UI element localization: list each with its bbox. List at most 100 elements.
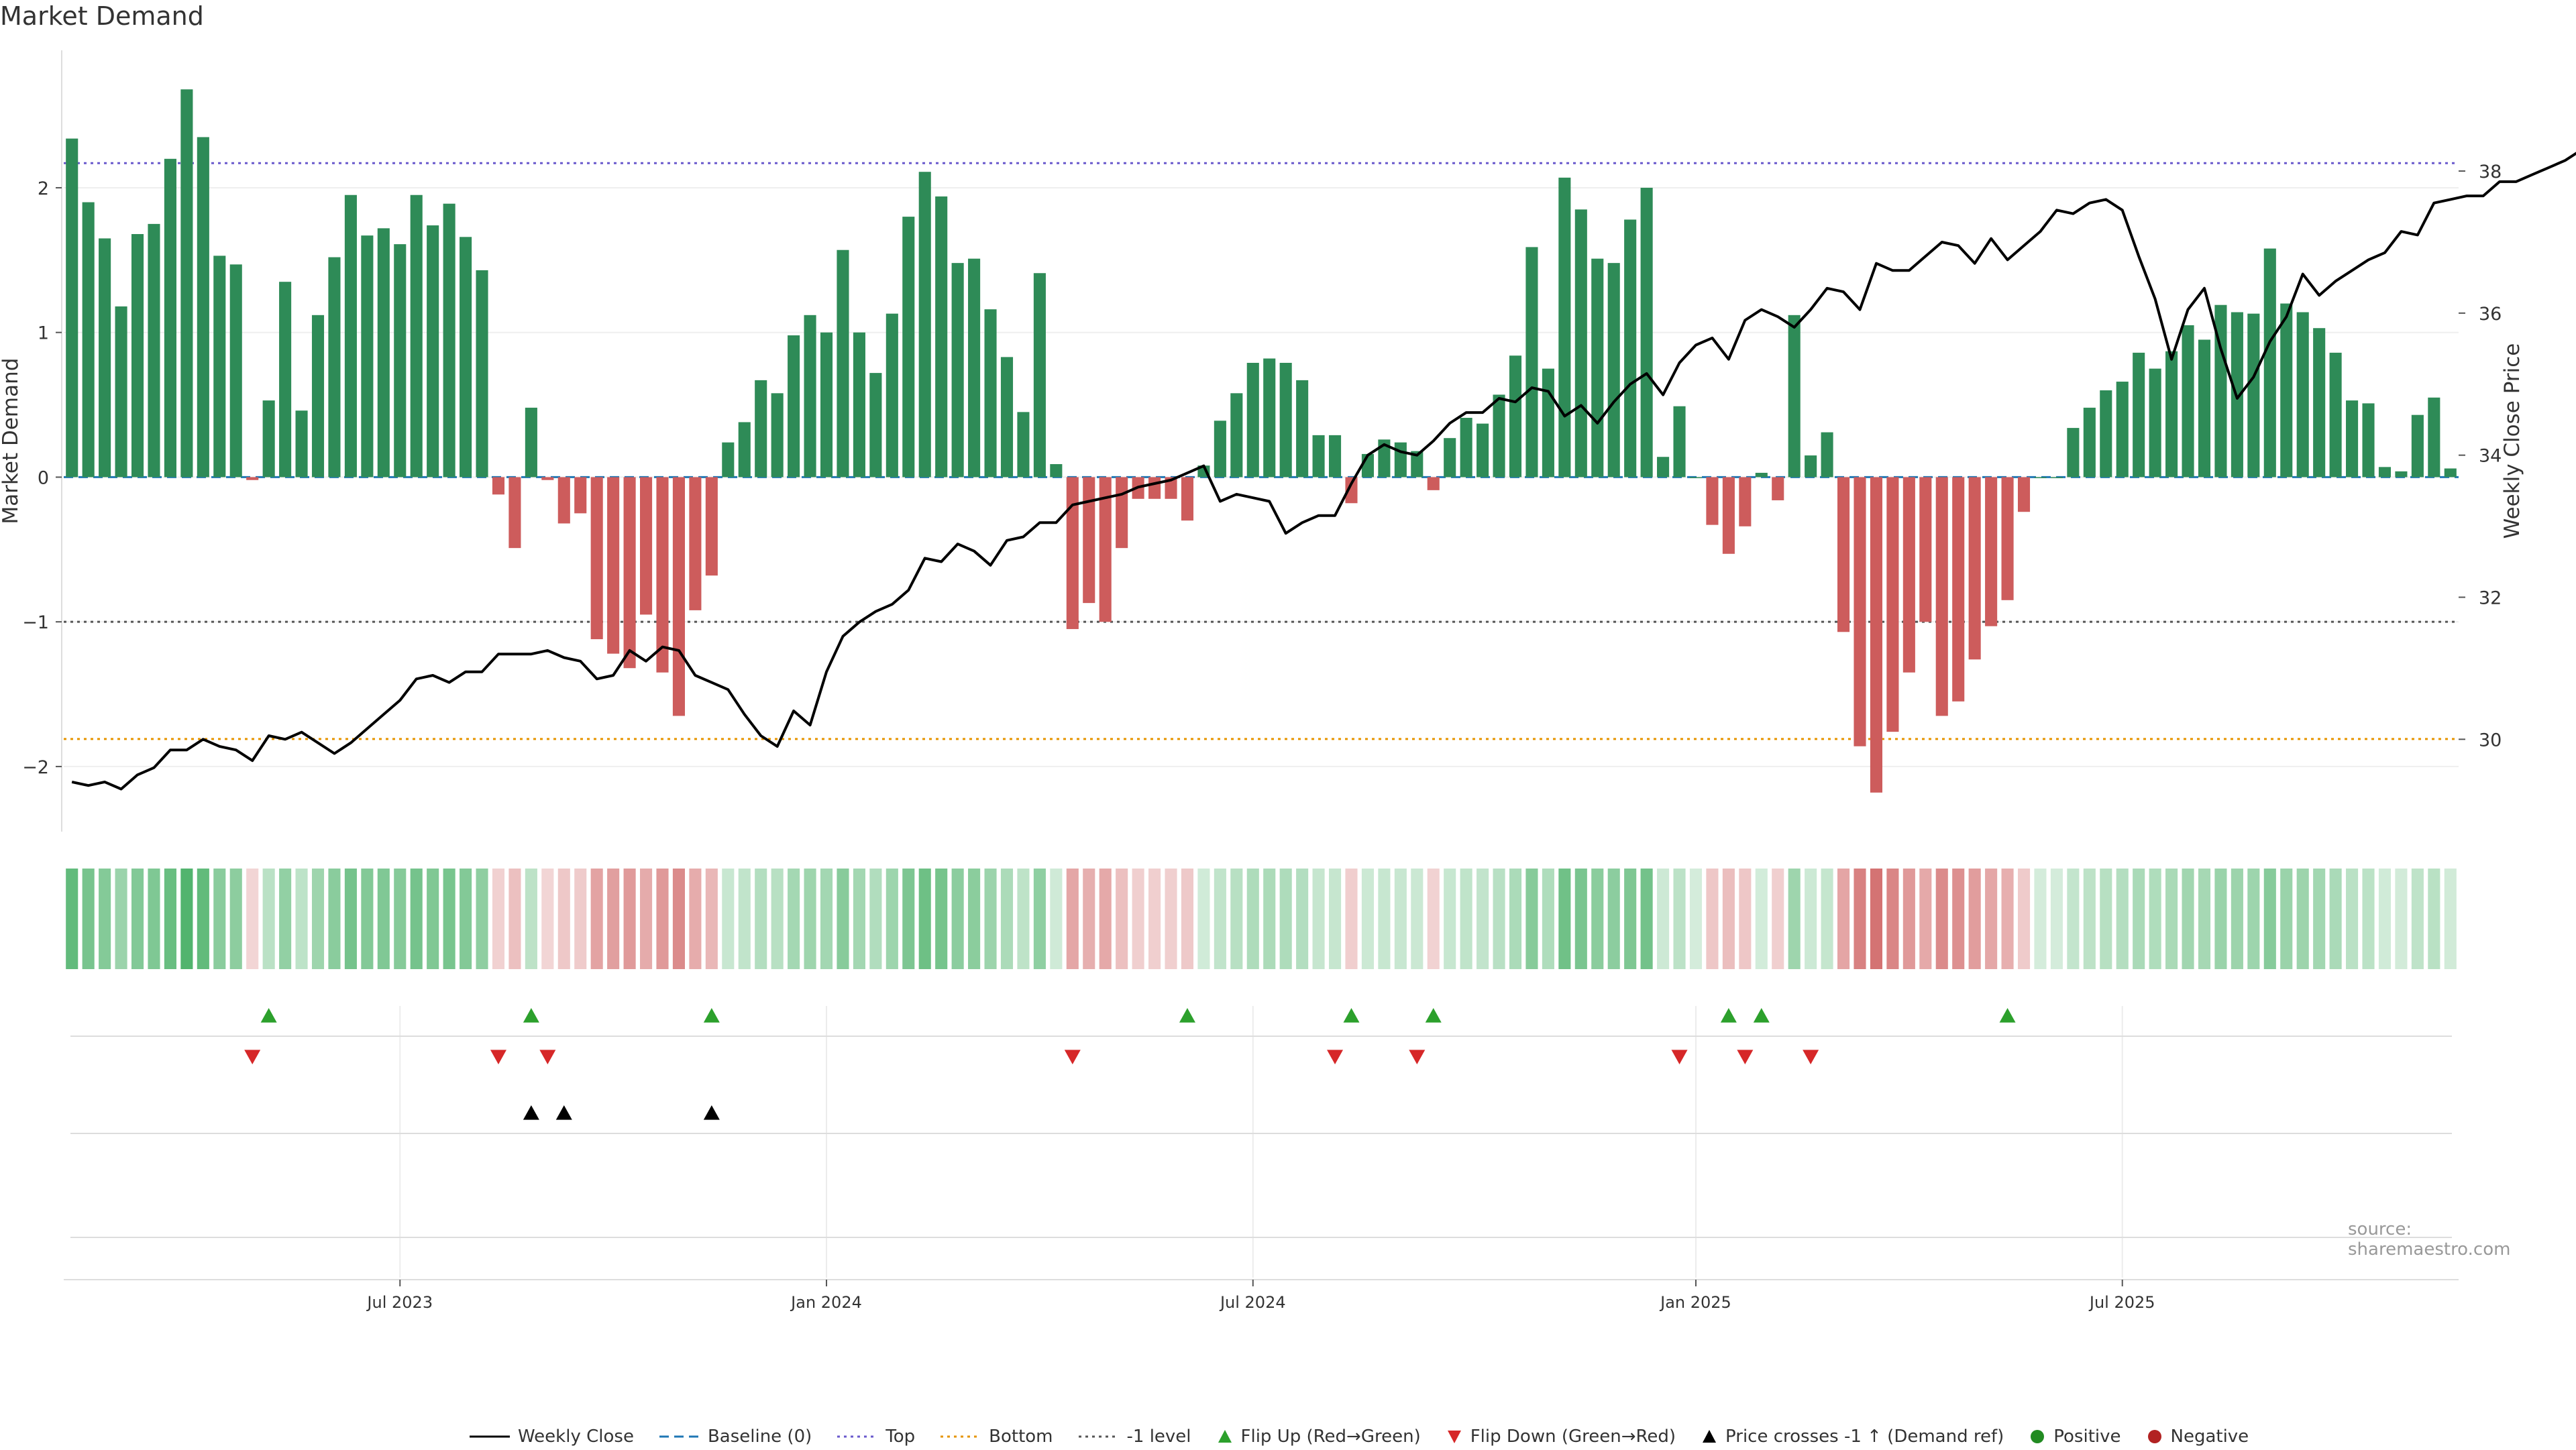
- legend-label: Flip Up (Red→Green): [1240, 1427, 1421, 1447]
- demand-bar: [2017, 477, 2031, 512]
- demand-bar: [853, 332, 865, 478]
- demand-bar: [1525, 247, 1538, 478]
- y-left-tick-label: −2: [22, 757, 49, 778]
- heat-strip-cell: [1148, 869, 1161, 969]
- demand-bar: [590, 477, 603, 640]
- demand-bar: [1328, 435, 1342, 478]
- heat-strip-cell: [1657, 869, 1670, 969]
- demand-bar: [460, 237, 472, 478]
- demand-bar: [2083, 407, 2096, 478]
- demand-bar: [1165, 477, 1177, 499]
- demand-bar: [197, 137, 209, 478]
- solid-line-icon: [470, 1435, 510, 1438]
- legend-label: Flip Down (Green→Red): [1470, 1427, 1676, 1447]
- legend-label: Weekly Close: [518, 1427, 634, 1447]
- legend-label: Bottom: [989, 1427, 1053, 1447]
- heat-strip-cell: [2231, 869, 2243, 969]
- demand-bar: [1279, 363, 1292, 478]
- demand-bar: [1263, 358, 1276, 478]
- legend-item: Negative: [2147, 1427, 2249, 1447]
- heat-strip-cell: [918, 869, 931, 969]
- y-right-tick-label: 38: [2479, 162, 2502, 182]
- heat-strip-cell: [131, 869, 144, 969]
- demand-bar: [1985, 477, 1998, 626]
- demand-bar: [1755, 472, 1768, 478]
- demand-bar: [2133, 352, 2145, 478]
- demand-bar: [689, 477, 702, 610]
- demand-bar: [1591, 258, 1604, 478]
- heat-strip-cell: [2263, 869, 2276, 969]
- heat-strip-cell: [738, 869, 751, 969]
- demand-bar: [229, 264, 242, 478]
- demand-bar: [968, 258, 981, 478]
- legend-item: Flip Up (Red→Green): [1217, 1427, 1421, 1447]
- demand-bar: [918, 172, 931, 478]
- y-right-axis-label: Weekly Close Price: [2500, 343, 2524, 539]
- demand-bar: [1837, 477, 1850, 632]
- heat-strip-cell: [2017, 869, 2031, 969]
- heat-strip-cell: [1345, 869, 1358, 969]
- demand-bar: [1099, 477, 1112, 622]
- x-tick-label: Jan 2024: [790, 1293, 862, 1312]
- heat-strip-cell: [672, 869, 685, 969]
- heat-strip-cell: [1230, 869, 1243, 969]
- price-cross-marker: [555, 1105, 572, 1120]
- demand-bar: [1624, 219, 1637, 478]
- demand-bar: [1772, 477, 1784, 500]
- heat-strip-cell: [2067, 869, 2080, 969]
- demand-bar: [1000, 357, 1014, 478]
- flip-up-marker: [523, 1008, 539, 1023]
- demand-bar: [377, 228, 390, 478]
- heat-strip-cell: [1821, 869, 1833, 969]
- demand-bar: [2263, 248, 2276, 478]
- demand-bar: [607, 477, 620, 654]
- heat-strip-cell: [1328, 869, 1342, 969]
- heat-strip-cell: [1870, 869, 1882, 969]
- heat-strip-cell: [1788, 869, 1801, 969]
- heat-strip-cell: [1902, 869, 1915, 969]
- heat-strip-cell: [1132, 869, 1144, 969]
- heat-strip-cell: [1214, 869, 1226, 969]
- heat-strip-cell: [213, 869, 226, 969]
- demand-bar: [1296, 380, 1309, 478]
- heat-strip-cell: [1525, 869, 1538, 969]
- legend-item: Bottom: [941, 1427, 1053, 1447]
- demand-bar: [1689, 477, 1703, 478]
- heat-strip-cell: [1033, 869, 1046, 969]
- demand-bar: [820, 332, 833, 478]
- heat-strip-cell: [1591, 869, 1604, 969]
- demand-bar: [2198, 339, 2211, 478]
- flip-down-marker: [1803, 1050, 1819, 1064]
- flip-up-marker: [260, 1008, 277, 1023]
- demand-bar: [2444, 468, 2457, 478]
- demand-bar: [2100, 390, 2112, 478]
- demand-bar: [1050, 464, 1063, 478]
- heat-strip-cell: [344, 869, 357, 969]
- heat-strip-cell: [788, 869, 800, 969]
- heat-strip-cell: [656, 869, 669, 969]
- heat-strip-cell: [984, 869, 997, 969]
- heat-strip-cell: [1099, 869, 1112, 969]
- demand-bar: [2378, 467, 2392, 478]
- heat-strip-cell: [1083, 869, 1095, 969]
- heat-strip-cell: [1017, 869, 1030, 969]
- heat-strip-cell: [311, 869, 325, 969]
- dotted-line-icon: [941, 1435, 981, 1438]
- demand-bar: [885, 313, 898, 478]
- demand-bar: [1805, 455, 1817, 478]
- legend-label: Negative: [2170, 1427, 2249, 1447]
- heat-strip-cell: [2083, 869, 2096, 969]
- heat-strip-cell: [2182, 869, 2194, 969]
- heat-strip-cell: [2411, 869, 2424, 969]
- demand-bar: [1640, 187, 1653, 478]
- heat-strip-cell: [1263, 869, 1276, 969]
- demand-bar: [2280, 303, 2293, 478]
- heat-strip-cell: [361, 869, 374, 969]
- demand-bar: [1558, 177, 1571, 478]
- demand-bar: [1657, 457, 1670, 478]
- legend-label: Baseline (0): [707, 1427, 812, 1447]
- demand-bar: [2362, 403, 2375, 478]
- heat-strip-cell: [377, 869, 390, 969]
- heat-strip-cell: [1296, 869, 1309, 969]
- demand-bar: [213, 256, 226, 478]
